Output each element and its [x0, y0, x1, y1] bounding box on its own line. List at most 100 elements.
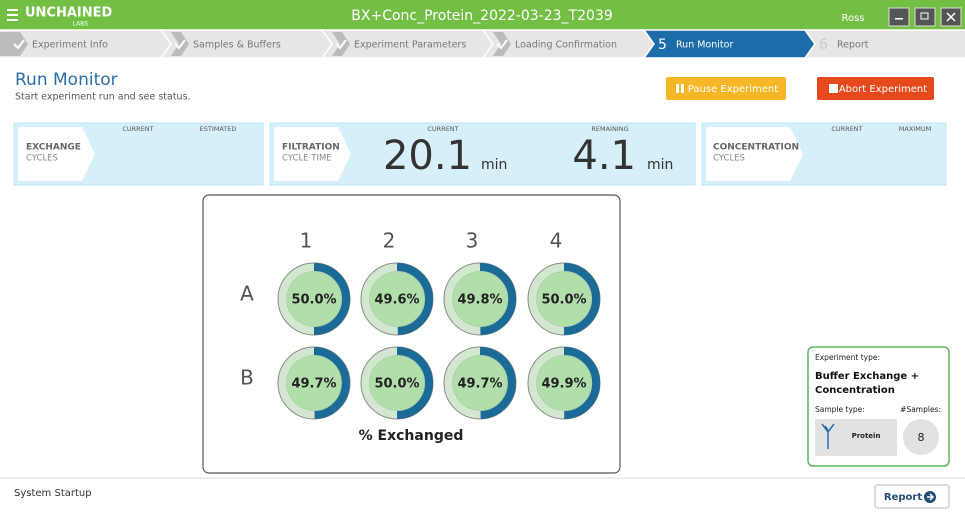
info-label: Sample type: [815, 405, 865, 414]
well[interactable]: 50.0% [527, 262, 601, 336]
step-check-bg [332, 32, 350, 56]
step-check [496, 39, 508, 50]
step-number: 6 [819, 37, 828, 53]
well-inner [286, 271, 342, 327]
well-inner [369, 355, 425, 411]
well[interactable]: 49.9% [527, 346, 601, 420]
info-label: #Samples: [900, 405, 941, 414]
well[interactable]: 50.0% [277, 262, 351, 336]
info-value: Concentration [815, 385, 895, 396]
well-label: 50.0% [291, 293, 336, 308]
sample-type: Protein [852, 432, 881, 440]
window-controls [888, 7, 962, 27]
status-text: System Startup [14, 488, 92, 499]
step-check-bg [493, 32, 511, 56]
pause-label: Pause Experiment [688, 84, 778, 95]
abort-label: Abort Experiment [839, 84, 927, 95]
current-unit: min [481, 157, 507, 173]
step-number: 5 [658, 37, 667, 53]
pause-button[interactable]: Pause Experiment [666, 77, 786, 100]
well[interactable]: 49.6% [360, 262, 434, 336]
concentration-panel: CONCENTRATION CYCLES CURRENT MAXIMUM [701, 122, 947, 186]
antibody-icon [821, 423, 835, 449]
logo: UNCHAINED [25, 6, 113, 21]
row-label: A [240, 282, 254, 306]
column-label: 3 [466, 229, 479, 253]
restore-button[interactable] [914, 7, 936, 27]
column-label: 2 [383, 229, 396, 253]
report-button[interactable]: Report [874, 484, 950, 509]
remaining-value: 4.1 [572, 133, 636, 179]
progress-arc [563, 346, 601, 419]
step[interactable]: 5 Run Monitor [642, 29, 816, 59]
window-title: BX+Conc_Protein_2022-03-23_T2039 [351, 8, 612, 24]
step-check-bg [171, 32, 189, 56]
progress-arc [479, 262, 517, 335]
column-header: CURRENT [427, 125, 458, 133]
column-label: 1 [300, 229, 313, 253]
menu-icon[interactable] [7, 9, 18, 21]
panel-subtitle: CYCLES [26, 154, 58, 164]
page-subtitle: Start experiment run and see status. [15, 92, 191, 103]
abort-button[interactable]: Abort Experiment [817, 77, 934, 100]
well-label: 50.0% [374, 377, 419, 392]
panel-subtitle: CYCLES [713, 154, 745, 164]
remaining-unit: min [647, 157, 673, 173]
panel-title: FILTRATION [282, 143, 340, 153]
step[interactable]: Experiment Info [0, 29, 172, 59]
samples-count: 8 [918, 431, 925, 444]
well-inner [452, 271, 508, 327]
column-header: ESTIMATED [200, 125, 237, 133]
progress-arc [313, 263, 350, 335]
step-label: Samples & Buffers [193, 40, 281, 51]
info-value: Buffer Exchange + [815, 371, 919, 382]
current-value: 20.1 [383, 133, 472, 179]
info-card: Experiment type: Buffer Exchange + Conce… [807, 346, 950, 467]
page-title: Run Monitor [15, 70, 118, 90]
step-shape [803, 29, 965, 59]
step-check [174, 39, 186, 50]
user-name[interactable]: Ross [841, 13, 864, 24]
step[interactable]: 6 Report [803, 29, 965, 59]
well[interactable]: 49.7% [277, 346, 351, 420]
well-inner [536, 271, 592, 327]
well[interactable]: 50.0% [360, 346, 434, 420]
column-header: REMAINING [591, 125, 628, 133]
progress-arc [396, 347, 433, 419]
progress-arc [479, 347, 516, 419]
step-label: Experiment Info [32, 40, 108, 51]
panel-title: EXCHANGE [26, 143, 81, 153]
well-inner [369, 271, 425, 327]
step-check [13, 39, 25, 50]
column-header: MAXIMUM [899, 125, 931, 133]
plate-caption: % Exchanged [359, 428, 464, 444]
panel-title: CONCENTRATION [713, 143, 799, 153]
report-label: Report [884, 492, 922, 503]
column-label: 4 [550, 229, 563, 253]
progress-arc [313, 347, 350, 419]
panel-subtitle: CYCLE TIME [282, 154, 332, 164]
well-inner [286, 355, 342, 411]
progress-arc [396, 263, 433, 335]
samples-circle [903, 419, 939, 455]
step-label: Run Monitor [676, 40, 733, 51]
well[interactable]: 49.8% [443, 262, 517, 336]
step-label: Report [837, 40, 869, 51]
well-label: 49.7% [457, 377, 502, 392]
step[interactable]: Samples & Buffers [159, 29, 333, 59]
step-label: Loading Confirmation [515, 40, 617, 51]
well-inner [452, 355, 508, 411]
progress-arc [563, 263, 600, 335]
minimize-button[interactable] [888, 7, 910, 27]
step[interactable]: Loading Confirmation [481, 29, 655, 59]
step[interactable]: Experiment Parameters [320, 29, 494, 59]
well[interactable]: 49.7% [443, 346, 517, 420]
well-label: 49.7% [291, 377, 336, 392]
filtration-panel: FILTRATION CYCLE TIME CURRENT REMAINING … [269, 122, 696, 186]
info-label: Experiment type: [815, 353, 880, 362]
column-header: CURRENT [122, 125, 153, 133]
header-bar [0, 0, 965, 30]
well-label: 49.9% [541, 377, 586, 392]
logo-sub: LABS [73, 21, 89, 28]
